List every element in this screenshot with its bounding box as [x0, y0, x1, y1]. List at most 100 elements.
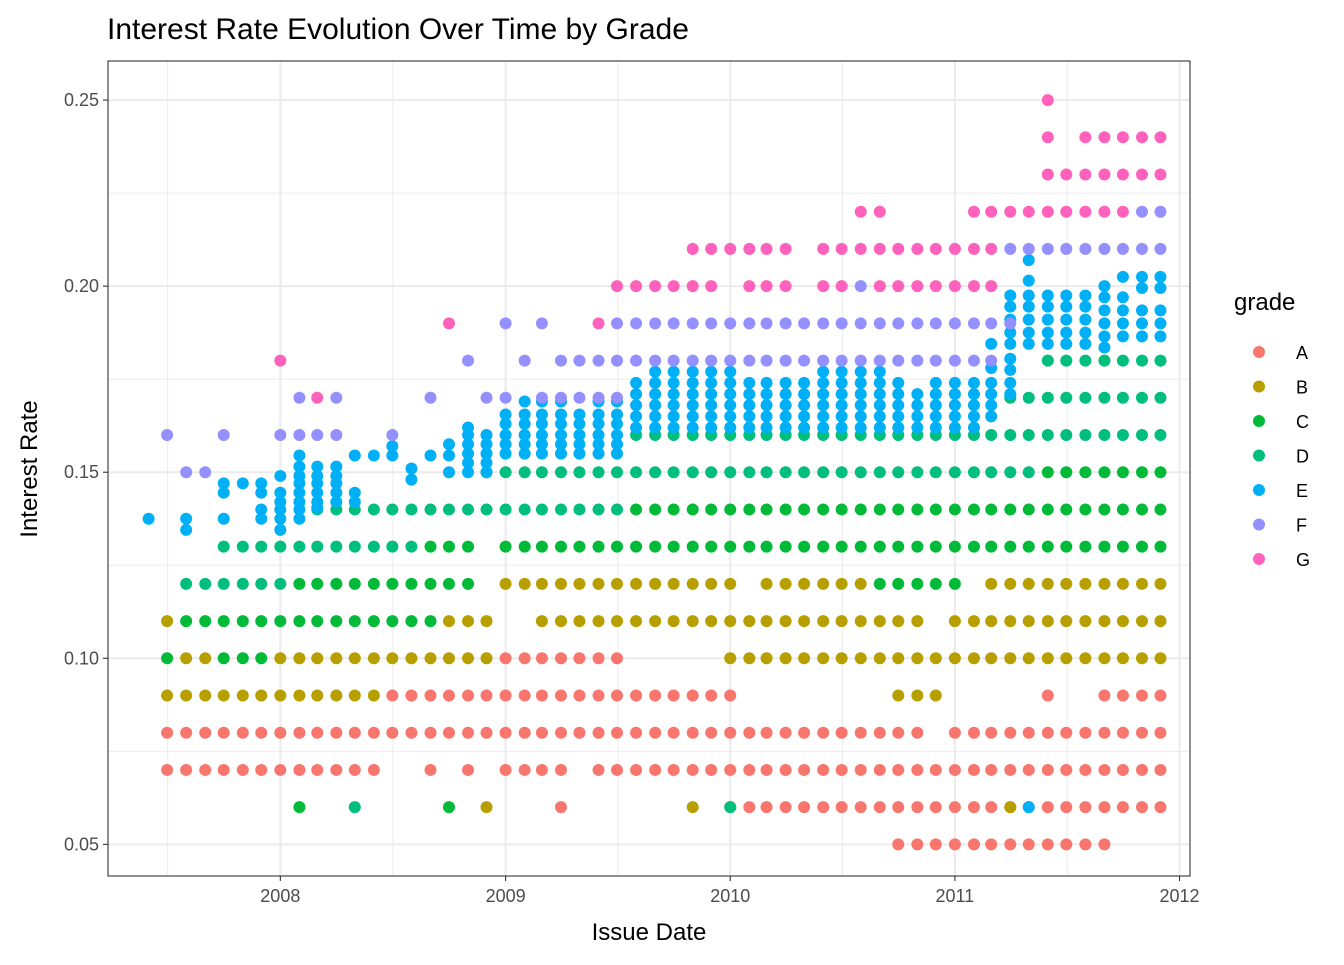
- data-point-C: [892, 577, 905, 590]
- data-point-G: [779, 242, 792, 255]
- data-point-C: [854, 540, 867, 553]
- data-point-C: [180, 615, 193, 628]
- data-point-A: [1154, 801, 1167, 814]
- data-point-D: [535, 466, 548, 479]
- data-point-A: [1022, 763, 1035, 776]
- data-point-E: [1135, 282, 1148, 295]
- data-point-E: [480, 447, 493, 460]
- data-point-E: [1098, 330, 1111, 343]
- data-point-B: [1135, 652, 1148, 665]
- data-point-E: [573, 447, 586, 460]
- data-point-B: [760, 615, 773, 628]
- data-point-E: [854, 388, 867, 401]
- data-point-E: [929, 376, 942, 389]
- data-point-E: [724, 365, 737, 378]
- data-point-A: [592, 652, 605, 665]
- data-point-A: [967, 726, 980, 739]
- data-point-E: [535, 417, 548, 430]
- data-point-A: [779, 726, 792, 739]
- data-point-D: [499, 466, 512, 479]
- data-point-G: [686, 280, 699, 293]
- data-point-E: [1004, 326, 1017, 339]
- data-point-F: [330, 391, 343, 404]
- series-A: [161, 652, 1167, 851]
- data-point-F: [1154, 242, 1167, 255]
- data-point-D: [442, 503, 455, 516]
- data-point-B: [592, 577, 605, 590]
- data-point-E: [873, 388, 886, 401]
- data-point-B: [1098, 577, 1111, 590]
- data-point-E: [592, 408, 605, 421]
- data-point-C: [424, 577, 437, 590]
- data-point-B: [1098, 615, 1111, 628]
- data-point-A: [1041, 838, 1054, 851]
- x-tick-label: 2010: [710, 886, 750, 906]
- data-point-A: [1079, 801, 1092, 814]
- data-point-A: [1154, 763, 1167, 776]
- data-point-G: [967, 205, 980, 218]
- data-point-F: [817, 354, 830, 367]
- data-point-A: [667, 726, 680, 739]
- data-point-E: [667, 410, 680, 423]
- data-point-B: [1004, 801, 1017, 814]
- data-point-A: [649, 689, 662, 702]
- data-point-B: [180, 689, 193, 702]
- data-point-E: [911, 410, 924, 423]
- data-point-G: [1079, 168, 1092, 181]
- data-point-E: [1116, 304, 1129, 317]
- data-point-C: [798, 540, 811, 553]
- data-point-B: [760, 577, 773, 590]
- data-point-A: [1116, 689, 1129, 702]
- data-point-E: [573, 408, 586, 421]
- data-point-D: [330, 540, 343, 553]
- data-point-C: [854, 503, 867, 516]
- data-point-F: [835, 317, 848, 330]
- data-point-E: [985, 388, 998, 401]
- data-point-E: [779, 399, 792, 412]
- data-point-E: [311, 495, 324, 508]
- data-point-D: [967, 466, 980, 479]
- data-point-G: [1098, 131, 1111, 144]
- x-tick-label: 2009: [486, 886, 526, 906]
- data-point-B: [611, 615, 623, 628]
- data-point-E: [1041, 337, 1054, 350]
- data-point-G: [760, 280, 773, 293]
- data-point-A: [1004, 726, 1017, 739]
- data-point-G: [835, 280, 848, 293]
- data-point-E: [705, 376, 718, 389]
- data-point-E: [1116, 317, 1129, 330]
- data-point-B: [1004, 652, 1017, 665]
- data-point-F: [630, 354, 643, 367]
- data-point-A: [554, 801, 567, 814]
- data-point-F: [760, 317, 773, 330]
- data-point-A: [630, 726, 643, 739]
- data-point-B: [835, 652, 848, 665]
- data-point-C: [630, 503, 643, 516]
- data-point-D: [985, 429, 998, 442]
- data-point-A: [873, 763, 886, 776]
- legend-label-G: G: [1296, 550, 1310, 570]
- data-point-E: [630, 376, 643, 389]
- data-point-A: [573, 652, 586, 665]
- data-point-C: [911, 577, 924, 590]
- data-point-B: [705, 615, 718, 628]
- data-point-B: [686, 801, 699, 814]
- data-point-F: [779, 317, 792, 330]
- data-point-B: [630, 577, 643, 590]
- data-point-G: [892, 242, 905, 255]
- data-point-B: [462, 615, 475, 628]
- data-point-A: [462, 763, 475, 776]
- plot-border: [107, 60, 1191, 877]
- data-point-A: [367, 726, 380, 739]
- data-point-F: [499, 317, 512, 330]
- data-point-G: [311, 391, 324, 404]
- data-point-E: [293, 486, 306, 499]
- legend-key-G: [1253, 553, 1265, 565]
- data-point-G: [1041, 205, 1054, 218]
- y-tick-label: 0.05: [64, 834, 99, 854]
- data-point-E: [1135, 304, 1148, 317]
- data-point-C: [405, 615, 418, 628]
- series-G: [274, 94, 1167, 404]
- data-point-E: [1135, 330, 1148, 343]
- data-point-F: [705, 354, 718, 367]
